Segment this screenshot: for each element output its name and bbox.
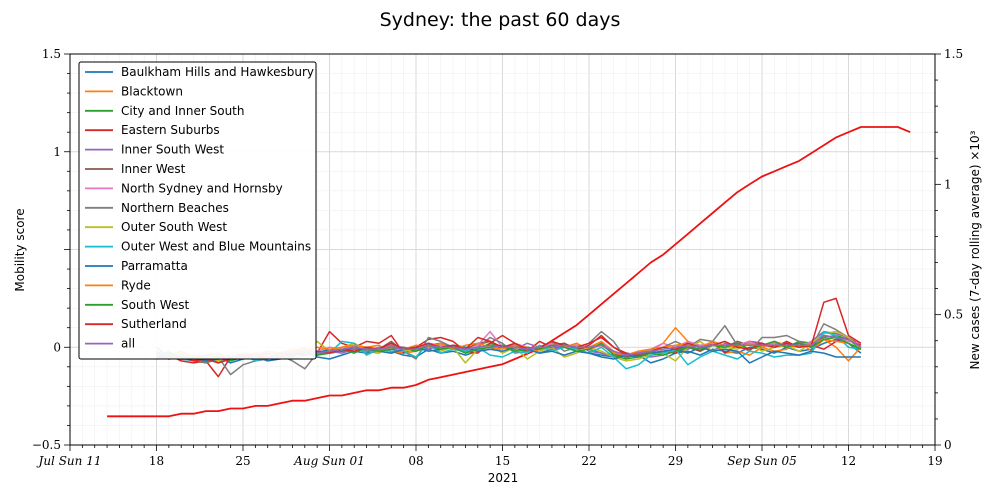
x-axis: Jul Sun 11 18 25 Aug Sun 01 08 15 22 29 Sep Sun … — [36, 445, 943, 468]
left-tick-label: 0 — [53, 340, 61, 354]
legend-label: South West — [121, 298, 189, 312]
x-tick-label: 19 — [927, 454, 942, 468]
cases-layer — [107, 126, 911, 418]
left-axis-label: Mobility score — [13, 208, 27, 291]
legend-label: Inner West — [121, 162, 186, 176]
right-tick-label: 1 — [944, 177, 952, 191]
x-tick-label: Sep Sun 05 — [727, 454, 797, 468]
x-tick-label: 18 — [149, 454, 164, 468]
left-axis: −0.5 0 1 1.5 — [32, 47, 70, 452]
right-tick-label: 0 — [944, 438, 952, 452]
legend-label: Parramatta — [121, 259, 188, 273]
legend-label: Blacktown — [121, 84, 183, 98]
left-tick-label: 1.5 — [42, 47, 61, 61]
left-tick-label: 1 — [53, 145, 61, 159]
right-axis: 0 0.5 1 1.5 — [935, 47, 963, 452]
legend-label: Outer West and Blue Mountains — [121, 240, 311, 254]
legend-label: Baulkham Hills and Hawkesbury — [121, 65, 314, 79]
x-tick-label: 25 — [235, 454, 250, 468]
legend: Baulkham Hills and Hawkesbury Blacktown Ci… — [78, 61, 317, 360]
x-tick-label: Aug Sun 01 — [293, 454, 365, 468]
legend-label: all — [121, 337, 135, 351]
legend-label: Outer South West — [121, 220, 227, 234]
legend-label: Eastern Suburbs — [121, 123, 220, 137]
right-tick-label: 1.5 — [944, 47, 963, 61]
left-tick-label: −0.5 — [32, 438, 61, 452]
right-axis-label: New cases (7-day rolling average) ×10³ — [968, 130, 982, 369]
cases-line — [107, 126, 911, 418]
legend-label: Ryde — [121, 278, 151, 292]
x-tick-label: 08 — [408, 454, 423, 468]
x-tick-label: 29 — [668, 454, 683, 468]
x-tick-label: 12 — [841, 454, 856, 468]
x-tick-label: 22 — [581, 454, 596, 468]
x-axis-label: 2021 — [488, 471, 519, 485]
right-tick-label: 0.5 — [944, 308, 963, 322]
legend-box — [78, 61, 317, 360]
legend-label: North Sydney and Hornsby — [121, 181, 283, 195]
legend-label: Northern Beaches — [121, 201, 229, 215]
x-tick-label: Jul Sun 11 — [36, 454, 102, 468]
legend-label: City and Inner South — [121, 104, 244, 118]
x-tick-label: 15 — [495, 454, 510, 468]
legend-label: Sutherland — [121, 317, 187, 331]
chart-title: Sydney: the past 60 days — [380, 9, 621, 31]
legend-label: Inner South West — [121, 143, 224, 157]
